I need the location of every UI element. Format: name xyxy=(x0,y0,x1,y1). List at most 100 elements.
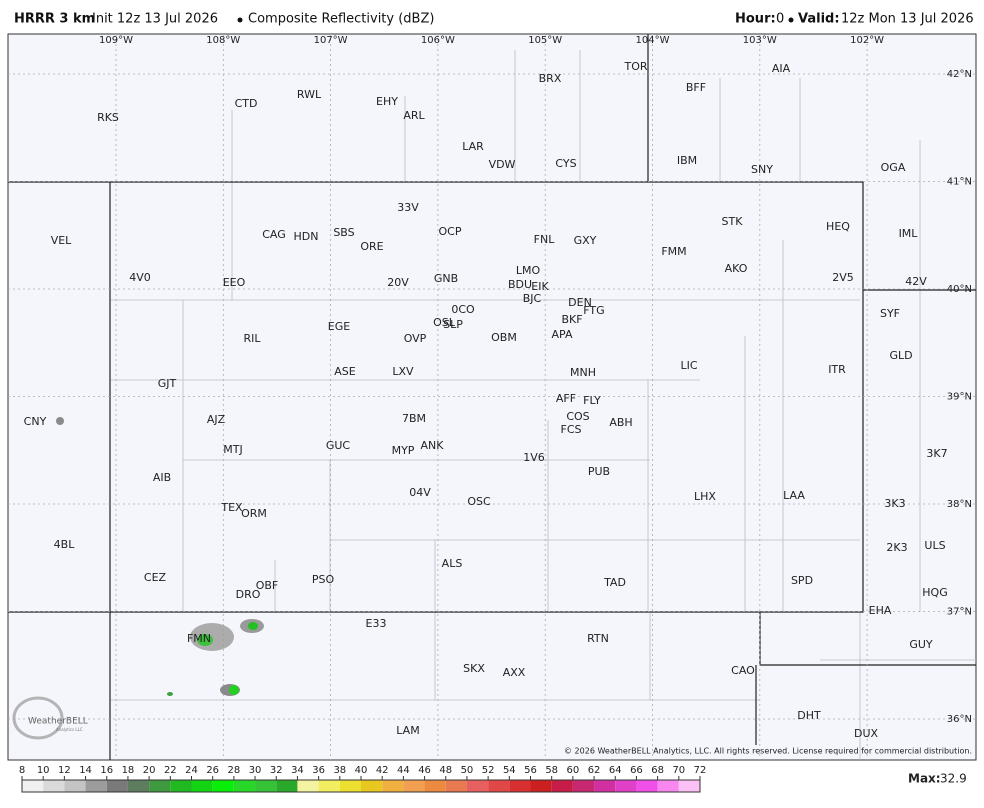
color-bin xyxy=(445,780,467,792)
station-label: 0CO xyxy=(451,303,475,316)
station-label: SBS xyxy=(333,226,354,239)
longitude-label: 104°W xyxy=(636,35,670,46)
product: Composite Reflectivity (dBZ) xyxy=(248,12,434,27)
valid: 12z Mon 13 Jul 2026 xyxy=(841,12,974,27)
bullet xyxy=(237,17,243,23)
station-label: GUC xyxy=(326,439,351,452)
station-label: FTG xyxy=(583,304,604,317)
bullet xyxy=(788,17,794,23)
station-label: GUY xyxy=(909,638,933,651)
station-label: AXX xyxy=(503,666,526,679)
latitude-label: 42°N xyxy=(947,69,972,80)
color-bin xyxy=(212,780,234,792)
station-label: LAM xyxy=(396,724,419,737)
station-label: FMN xyxy=(187,632,211,645)
logo-sub: Analytics LLC xyxy=(56,727,83,732)
station-label: OVP xyxy=(404,332,427,345)
station-label: CAO xyxy=(731,664,755,677)
colorbar-tick-label: 32 xyxy=(270,765,283,776)
station-label: TEX xyxy=(220,501,243,514)
station-label: 42V xyxy=(905,275,927,288)
color-bin xyxy=(339,780,361,792)
station-label: SKX xyxy=(463,662,485,675)
station-label: COS xyxy=(566,410,589,423)
hour: 0 xyxy=(776,12,784,27)
color-bin xyxy=(572,780,595,792)
color-bin xyxy=(657,780,679,792)
colorbar-tick-label: 24 xyxy=(185,765,198,776)
station-label: 20V xyxy=(387,276,409,289)
logo: WeatherBELL Analytics LLC xyxy=(12,696,88,740)
station-label: OGA xyxy=(881,161,906,174)
station-label: TAD xyxy=(603,576,626,589)
init: Init 12z 13 Jul 2026 xyxy=(92,12,218,27)
station-label: RIL xyxy=(243,332,261,345)
longitude-label: 108°W xyxy=(206,35,240,46)
colorbar-tick-label: 48 xyxy=(439,765,452,776)
station-label: AFF xyxy=(556,392,576,405)
longitude-label: 107°W xyxy=(314,35,348,46)
colorbar-tick-label: 30 xyxy=(249,765,262,776)
hour-label: Hour: xyxy=(735,12,776,27)
color-bin xyxy=(106,780,128,792)
latitude-label: 36°N xyxy=(947,714,972,725)
color-bin xyxy=(424,780,446,792)
station-label: ORM xyxy=(241,507,267,520)
station-label: 3K7 xyxy=(926,447,947,460)
colorbar-tick-label: 10 xyxy=(37,765,50,776)
station-label: RKS xyxy=(97,111,119,124)
station-label: RTN xyxy=(587,632,609,645)
color-bin xyxy=(361,780,383,792)
station-label: CEZ xyxy=(144,571,167,584)
station-label: CYS xyxy=(555,157,576,170)
color-bin xyxy=(615,780,637,792)
color-bin xyxy=(233,780,256,792)
color-bin xyxy=(191,780,213,792)
model: HRRR 3 km xyxy=(14,12,95,27)
colorbar-tick-label: 52 xyxy=(482,765,495,776)
station-label: CAG xyxy=(262,228,286,241)
station-label: ASE xyxy=(334,365,356,378)
station-label: BKF xyxy=(561,313,582,326)
logo-name: WeatherBELL xyxy=(28,717,88,727)
station-label: ITR xyxy=(828,363,846,376)
map-frame xyxy=(7,33,977,761)
colorbar-tick-label: 36 xyxy=(312,765,325,776)
color-bin xyxy=(43,780,65,792)
station-label: DEN xyxy=(568,296,592,309)
station-label: EHA xyxy=(869,604,892,617)
colorbar-tick-label: 28 xyxy=(228,765,241,776)
latitude-label: 40°N xyxy=(947,284,972,295)
station-label: CNY xyxy=(24,415,47,428)
station-label: HDN xyxy=(294,230,319,243)
station-label: RWL xyxy=(297,88,322,101)
colorbar-tick-label: 40 xyxy=(355,765,368,776)
color-bin xyxy=(382,780,404,792)
station-label: LHX xyxy=(694,490,716,503)
color-bin xyxy=(403,780,425,792)
station-label: BRX xyxy=(539,72,562,85)
station-label: OCP xyxy=(439,225,462,238)
colorbar-tick-label: 26 xyxy=(206,765,219,776)
valid-label: Valid: xyxy=(798,12,840,27)
colorbar-tick-label: 12 xyxy=(58,765,71,776)
station-label: LAR xyxy=(462,140,484,153)
color-bin xyxy=(509,780,531,792)
station-label: GNB xyxy=(434,272,458,285)
station-label: PSO xyxy=(312,573,335,586)
colorbar-tick-label: 68 xyxy=(651,765,664,776)
station-label: 4V0 xyxy=(129,271,151,284)
colorbar-tick-label: 22 xyxy=(164,765,177,776)
station-label: VEL xyxy=(51,234,72,247)
station-label: DHT xyxy=(797,709,821,722)
color-bin xyxy=(255,780,277,792)
station-label: SLP xyxy=(443,318,463,331)
latitude-label: 41°N xyxy=(947,177,972,188)
station-label: IML xyxy=(899,227,919,240)
station-label: VDW xyxy=(489,158,516,171)
colorbar-tick-label: 8 xyxy=(19,765,25,776)
color-bin xyxy=(318,780,340,792)
station-label: BFF xyxy=(686,81,706,94)
station-label: ANK xyxy=(421,439,445,452)
